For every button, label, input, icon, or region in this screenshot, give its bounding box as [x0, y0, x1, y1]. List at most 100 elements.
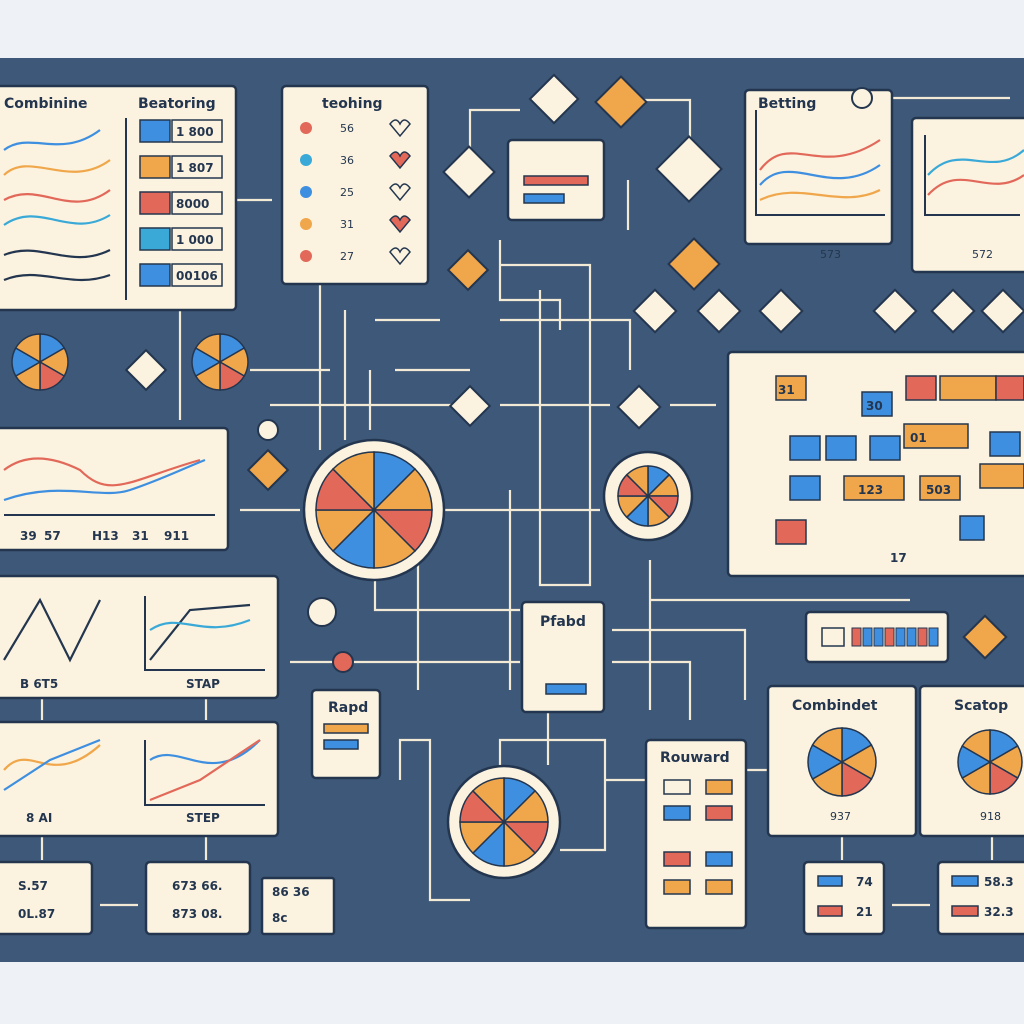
decor-nodes	[124, 73, 1024, 673]
cell-label: 123	[858, 483, 883, 497]
cell-label: 503	[926, 483, 951, 497]
pie-slice	[811, 727, 843, 764]
row-dot	[300, 250, 312, 262]
caption: 937	[830, 810, 851, 823]
betting-panel	[743, 88, 894, 246]
value: 32.3	[984, 905, 1014, 919]
axis-label: H13	[92, 529, 119, 543]
table-cell	[789, 475, 821, 501]
row-dot	[300, 186, 312, 198]
strip-cell	[862, 627, 873, 647]
panel-title: Scatop	[954, 698, 1008, 714]
axis-label: 911	[164, 529, 189, 543]
panel-title: Rouward	[660, 750, 730, 766]
value: 86 36	[272, 885, 310, 899]
row-box	[171, 119, 223, 143]
table-cell	[939, 375, 997, 401]
value: S.57	[18, 879, 48, 893]
teohing-panel	[280, 84, 430, 286]
table-cell	[995, 375, 1024, 401]
value-panel	[260, 876, 336, 936]
table-cell	[919, 475, 961, 501]
panel-title: Beatoring	[138, 96, 216, 112]
table-cell	[959, 515, 985, 541]
table-cell	[775, 519, 807, 545]
axis-label: 31	[132, 529, 149, 543]
value-panel	[802, 860, 886, 936]
row-icon	[139, 227, 171, 251]
pies	[11, 333, 1023, 880]
panel-title: Rapd	[328, 700, 368, 716]
value: 21	[856, 905, 873, 919]
value: 0L.87	[18, 907, 55, 921]
axis-label: 39	[20, 529, 37, 543]
pie-slice	[14, 333, 41, 364]
axis-label: 57	[44, 529, 61, 543]
row-value: 00106	[176, 269, 218, 283]
row-value: 1 000	[176, 233, 214, 247]
axis-label: B 6T5	[20, 677, 58, 691]
pie-slice	[194, 333, 221, 364]
strip-cell	[895, 627, 906, 647]
cell-label: 31	[778, 383, 795, 397]
rapd-panel	[310, 688, 382, 780]
row-value: 36	[340, 154, 354, 167]
row-lists: 1 800 1 807 8000 1 000 00106 56 36 25 31 27	[139, 119, 411, 287]
decor-lines	[3, 110, 1024, 806]
panel-title: Betting	[758, 96, 816, 112]
strip-cell	[851, 627, 862, 647]
table-cell	[861, 391, 893, 417]
strip-cell	[928, 627, 939, 647]
row-icon	[139, 191, 171, 215]
value-panel	[936, 860, 1024, 936]
step-chart-panel	[0, 574, 280, 700]
pie-slice	[961, 729, 991, 764]
bar-strip-cells	[821, 627, 939, 647]
value: 673 66.	[172, 879, 222, 893]
row-box	[171, 191, 223, 215]
value-panel	[144, 860, 252, 936]
row-value: 8000	[176, 197, 209, 211]
row-box	[171, 263, 223, 287]
value: 873 08.	[172, 907, 222, 921]
strip-cell	[873, 627, 884, 647]
axis-label: STAP	[186, 677, 220, 691]
row-value: 31	[340, 218, 354, 231]
strip-cell	[884, 627, 895, 647]
row-value: 27	[340, 250, 354, 263]
table-cell	[989, 431, 1021, 457]
row-dot	[300, 218, 312, 230]
value: 74	[856, 875, 873, 889]
value: 58.3	[984, 875, 1014, 889]
value-panel	[0, 860, 94, 936]
row-value: 1 800	[176, 125, 214, 139]
rouward-panel	[644, 738, 748, 930]
table-cell	[869, 435, 901, 461]
cell-label: 01	[910, 431, 927, 445]
connectors	[40, 96, 1010, 907]
caption: 572	[972, 248, 993, 261]
row-value: 56	[340, 122, 354, 135]
row-icon	[139, 119, 171, 143]
axis-label: 8 AI	[26, 811, 52, 825]
row-heart	[389, 247, 411, 266]
panel-title: Pfabd	[540, 614, 586, 630]
pie-slice	[471, 777, 505, 824]
row-dot	[300, 122, 312, 134]
step-chart-panel	[0, 720, 280, 838]
row-box	[171, 227, 223, 251]
table-cell	[789, 435, 821, 461]
panel-title: Combindet	[792, 698, 878, 714]
row-icon	[139, 155, 171, 179]
table-cell	[775, 375, 807, 401]
row-heart	[389, 119, 411, 138]
row-heart	[389, 183, 411, 202]
strip-cell	[821, 627, 845, 647]
pie-slice	[331, 451, 375, 512]
row-icon	[139, 263, 171, 287]
line-chart-panel	[0, 426, 230, 552]
table-footer: 17	[890, 551, 907, 565]
row-dot	[300, 154, 312, 166]
row-value: 25	[340, 186, 354, 199]
panel-title: Combinine	[4, 96, 88, 112]
